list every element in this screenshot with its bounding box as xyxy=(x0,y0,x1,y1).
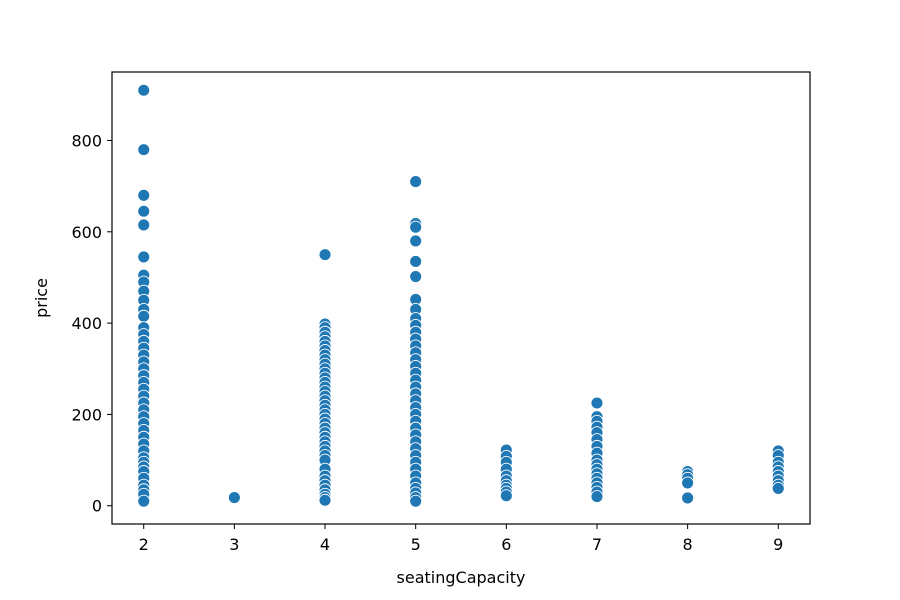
x-tick-label-5: 5 xyxy=(411,535,421,554)
x-tick-label-6: 6 xyxy=(501,535,511,554)
x-tick-label-8: 8 xyxy=(683,535,693,554)
data-point-85 xyxy=(409,255,423,268)
data-point-158 xyxy=(771,481,785,495)
y-tick-label-600: 600 xyxy=(71,223,102,242)
data-point-127 xyxy=(499,489,513,503)
data-point-11 xyxy=(137,309,151,323)
data-point-39 xyxy=(137,494,151,508)
data-point-4 xyxy=(137,218,151,232)
data-point-84 xyxy=(409,234,423,248)
x-axis-label: seatingCapacity xyxy=(397,568,526,587)
y-tick-label-800: 800 xyxy=(71,131,102,150)
data-points xyxy=(137,83,785,508)
x-tick-label-4: 4 xyxy=(320,535,330,554)
x-axis: 2 3 4 5 6 7 8 9 xyxy=(139,524,783,554)
data-point-144 xyxy=(590,490,604,504)
y-tick-label-400: 400 xyxy=(71,314,102,333)
data-point-40 xyxy=(227,491,241,504)
data-point-83 xyxy=(409,220,423,234)
y-tick-label-0: 0 xyxy=(92,497,102,516)
data-point-5 xyxy=(137,250,151,264)
y-axis-label: price xyxy=(32,278,51,318)
x-tick-label-7: 7 xyxy=(592,535,602,554)
data-point-41 xyxy=(318,248,332,262)
x-tick-label-3: 3 xyxy=(229,535,239,554)
data-point-149 xyxy=(681,491,695,505)
data-point-0 xyxy=(137,83,151,97)
data-point-128 xyxy=(590,396,604,410)
data-point-1 xyxy=(137,143,151,157)
y-tick-label-200: 200 xyxy=(71,405,102,424)
data-point-86 xyxy=(409,270,423,283)
x-tick-label-9: 9 xyxy=(773,535,783,554)
x-tick-label-2: 2 xyxy=(139,535,149,554)
data-point-117 xyxy=(409,494,423,508)
data-point-2 xyxy=(137,188,151,202)
data-point-3 xyxy=(137,204,151,218)
plot-area-background xyxy=(112,72,810,524)
plot-area-frame xyxy=(111,71,811,525)
data-point-148 xyxy=(681,476,695,490)
data-point-80 xyxy=(318,493,332,507)
y-axis: 0 200 400 600 800 xyxy=(71,131,112,516)
data-point-81 xyxy=(409,175,423,189)
